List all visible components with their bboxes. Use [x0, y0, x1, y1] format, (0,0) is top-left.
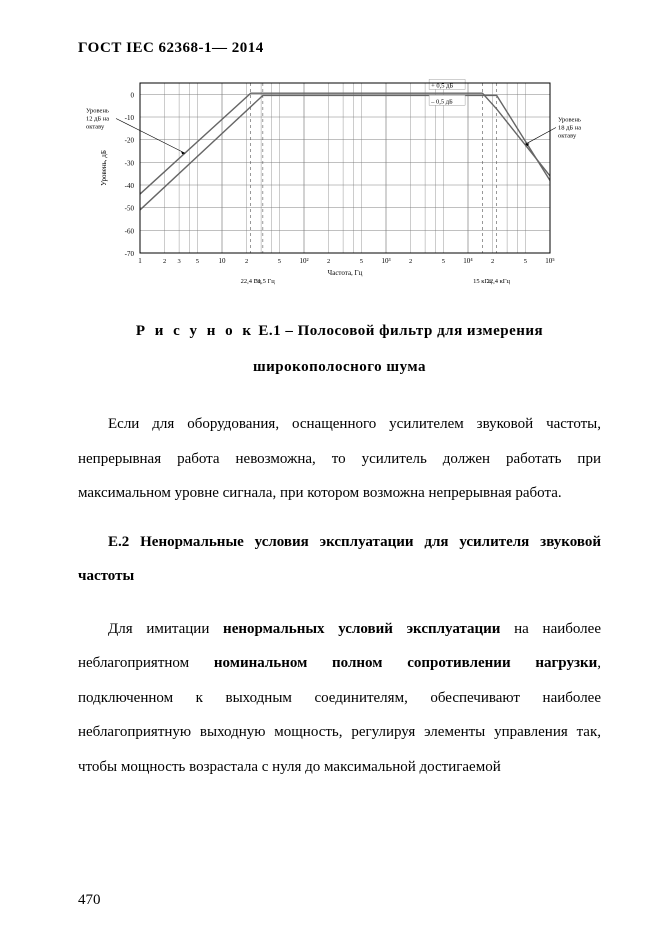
paragraph-2: Для имитации ненормальных условий эксплу…	[78, 612, 601, 785]
paragraph-1: Если для оборудования, оснащенного усили…	[78, 407, 601, 511]
svg-text:октаву: октаву	[558, 133, 577, 140]
svg-text:12 дБ на: 12 дБ на	[86, 115, 109, 122]
svg-text:Уровень, дБ: Уровень, дБ	[100, 150, 108, 186]
svg-text:Уровень: Уровень	[558, 117, 581, 124]
svg-text:-10: -10	[124, 114, 134, 122]
svg-text:0: 0	[130, 91, 134, 99]
svg-text:-30: -30	[124, 159, 134, 167]
svg-text:октаву: октаву	[86, 123, 105, 130]
bandpass-filter-chart: -70 -60 -50 -40 -30 -20 -10 0 1 10 10² 10³ 10⁴ 10⁵ 2 3 5…	[80, 73, 600, 293]
svg-text:18 дБ на: 18 дБ на	[558, 125, 581, 132]
chart-container: -70 -60 -50 -40 -30 -20 -10 0 1 10 10² 10³ 10⁴ 10⁵ 2 3 5…	[78, 73, 601, 293]
caption-rest: Е.1 – Полосовой фильтр для измерения шир…	[253, 323, 543, 375]
figure-caption: Р и с у н о к Е.1 – Полосовой фильтр для…	[78, 313, 601, 385]
svg-text:Частота, Гц: Частота, Гц	[327, 269, 362, 277]
svg-text:-70: -70	[124, 250, 134, 258]
svg-text:Уро­вень: Уро­вень	[86, 107, 109, 114]
svg-text:-60: -60	[124, 227, 134, 235]
svg-text:10⁵: 10⁵	[545, 257, 555, 265]
caption-prefix: Р и с у н о к	[136, 323, 254, 339]
svg-text:3: 3	[177, 258, 180, 265]
svg-text:5: 5	[277, 258, 280, 265]
svg-text:31,5 Гц: 31,5 Гц	[254, 278, 275, 285]
svg-text:2: 2	[245, 258, 248, 265]
page: ГОСТ IEC 62368-1— 2014 -70 -60 -50 -40 -30 -2…	[0, 0, 661, 935]
svg-text:5: 5	[441, 258, 444, 265]
svg-text:2: 2	[327, 258, 330, 265]
page-number: 470	[78, 892, 101, 909]
section-title-e2: Е.2 Ненормальные условия эксплуатации дл…	[78, 525, 601, 594]
svg-text:– 0,5 дБ: – 0,5 дБ	[430, 98, 453, 105]
svg-text:2: 2	[163, 258, 166, 265]
svg-text:5: 5	[523, 258, 526, 265]
svg-text:10²: 10²	[299, 257, 308, 265]
svg-text:-40: -40	[124, 182, 134, 190]
svg-text:10⁴: 10⁴	[463, 257, 473, 265]
svg-text:10³: 10³	[381, 257, 390, 265]
svg-text:-50: -50	[124, 205, 134, 213]
svg-text:2: 2	[409, 258, 412, 265]
svg-text:2: 2	[491, 258, 494, 265]
svg-text:-20: -20	[124, 137, 134, 145]
svg-text:5: 5	[195, 258, 198, 265]
svg-text:22,4 кГц: 22,4 кГц	[486, 278, 510, 285]
svg-text:5: 5	[359, 258, 362, 265]
svg-text:10: 10	[218, 257, 226, 265]
page-header: ГОСТ IEC 62368-1— 2014	[78, 40, 601, 57]
svg-text:1: 1	[138, 257, 142, 265]
